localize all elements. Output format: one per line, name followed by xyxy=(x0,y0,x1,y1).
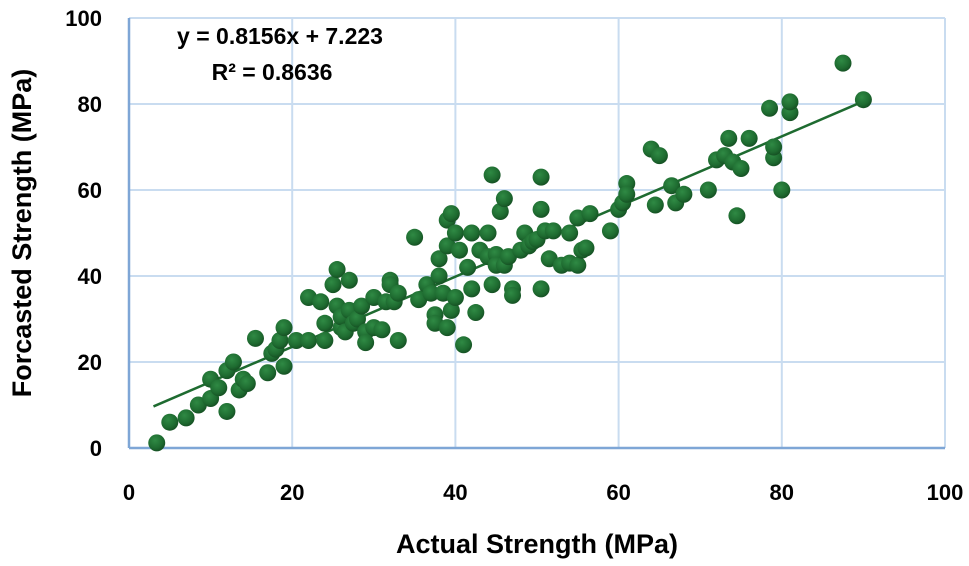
regression-equation: y = 0.8156x + 7.223 xyxy=(177,23,383,49)
data-point xyxy=(271,332,289,349)
data-point xyxy=(340,271,358,289)
data-point xyxy=(532,200,550,218)
y-tick-labels: 0 20 40 60 80 100 xyxy=(65,6,102,461)
data-point xyxy=(699,181,717,199)
data-point xyxy=(675,185,693,203)
data-point xyxy=(544,222,562,240)
data-point xyxy=(348,310,366,328)
data-point xyxy=(287,332,305,349)
data-point xyxy=(224,353,242,371)
data-point xyxy=(601,222,619,240)
data-point xyxy=(765,138,783,156)
data-point xyxy=(650,147,668,165)
data-point xyxy=(316,314,334,332)
data-point xyxy=(646,196,664,214)
y-axis-title: Forcasted Strength (MPa) xyxy=(7,69,37,398)
data-point xyxy=(406,228,424,246)
data-point xyxy=(581,205,599,223)
data-point xyxy=(561,224,579,242)
data-point xyxy=(577,239,595,257)
data-point xyxy=(467,304,485,322)
data-point xyxy=(455,336,473,354)
data-point xyxy=(324,276,342,294)
x-tick-label: 60 xyxy=(606,480,630,505)
data-point xyxy=(328,261,346,279)
data-point xyxy=(442,205,460,223)
data-point xyxy=(532,168,550,186)
y-tick-label: 60 xyxy=(78,178,102,203)
data-point xyxy=(459,258,477,276)
data-point xyxy=(446,224,464,242)
data-point xyxy=(246,329,264,347)
data-point xyxy=(430,250,448,268)
data-point xyxy=(761,99,779,117)
x-tick-label: 20 xyxy=(280,480,304,505)
data-point xyxy=(259,364,277,382)
x-tick-label: 80 xyxy=(770,480,794,505)
data-point xyxy=(463,280,481,298)
data-point xyxy=(300,332,318,349)
data-point xyxy=(495,190,513,208)
data-point xyxy=(357,334,375,352)
data-point xyxy=(312,293,330,311)
data-point xyxy=(834,54,852,72)
data-point xyxy=(450,241,468,259)
x-axis-title: Actual Strength (MPa) xyxy=(396,529,678,559)
x-tick-label: 40 xyxy=(443,480,467,505)
data-point xyxy=(479,224,497,242)
data-point xyxy=(422,284,440,302)
data-point xyxy=(504,286,522,304)
data-point xyxy=(275,357,293,375)
data-point xyxy=(728,207,746,225)
data-point xyxy=(483,166,501,184)
y-tick-label: 100 xyxy=(65,6,102,31)
data-point xyxy=(275,319,293,337)
y-tick-label: 40 xyxy=(78,264,102,289)
y-tick-label: 0 xyxy=(90,436,102,461)
data-point xyxy=(463,224,481,242)
data-point xyxy=(663,177,681,195)
y-tick-label: 20 xyxy=(78,350,102,375)
data-point xyxy=(389,284,407,302)
data-point xyxy=(732,160,750,177)
data-points xyxy=(148,54,872,452)
data-point xyxy=(389,332,407,349)
x-tick-label: 100 xyxy=(927,480,964,505)
data-point xyxy=(316,332,334,349)
data-point xyxy=(430,267,448,285)
axes xyxy=(127,18,945,450)
data-point xyxy=(210,379,228,397)
x-tick-label: 0 xyxy=(123,480,135,505)
data-point xyxy=(353,297,371,315)
data-point xyxy=(773,181,791,199)
data-point xyxy=(238,375,256,392)
x-tick-labels: 0 20 40 60 80 100 xyxy=(123,480,963,505)
y-tick-label: 80 xyxy=(78,92,102,117)
data-point xyxy=(781,93,799,111)
data-point xyxy=(740,129,758,147)
data-point xyxy=(491,203,509,220)
data-point xyxy=(373,321,391,339)
data-point xyxy=(161,413,179,431)
data-point xyxy=(618,185,636,203)
data-point xyxy=(438,319,456,337)
data-point xyxy=(532,280,550,298)
data-point xyxy=(177,409,195,427)
data-point xyxy=(569,256,587,274)
data-point xyxy=(218,402,236,420)
data-point xyxy=(442,301,460,319)
data-point xyxy=(483,276,501,294)
data-point xyxy=(148,434,166,452)
data-point xyxy=(446,289,464,306)
data-point xyxy=(720,129,738,147)
r-squared-label: R² = 0.8636 xyxy=(212,59,333,85)
data-point xyxy=(854,91,872,109)
